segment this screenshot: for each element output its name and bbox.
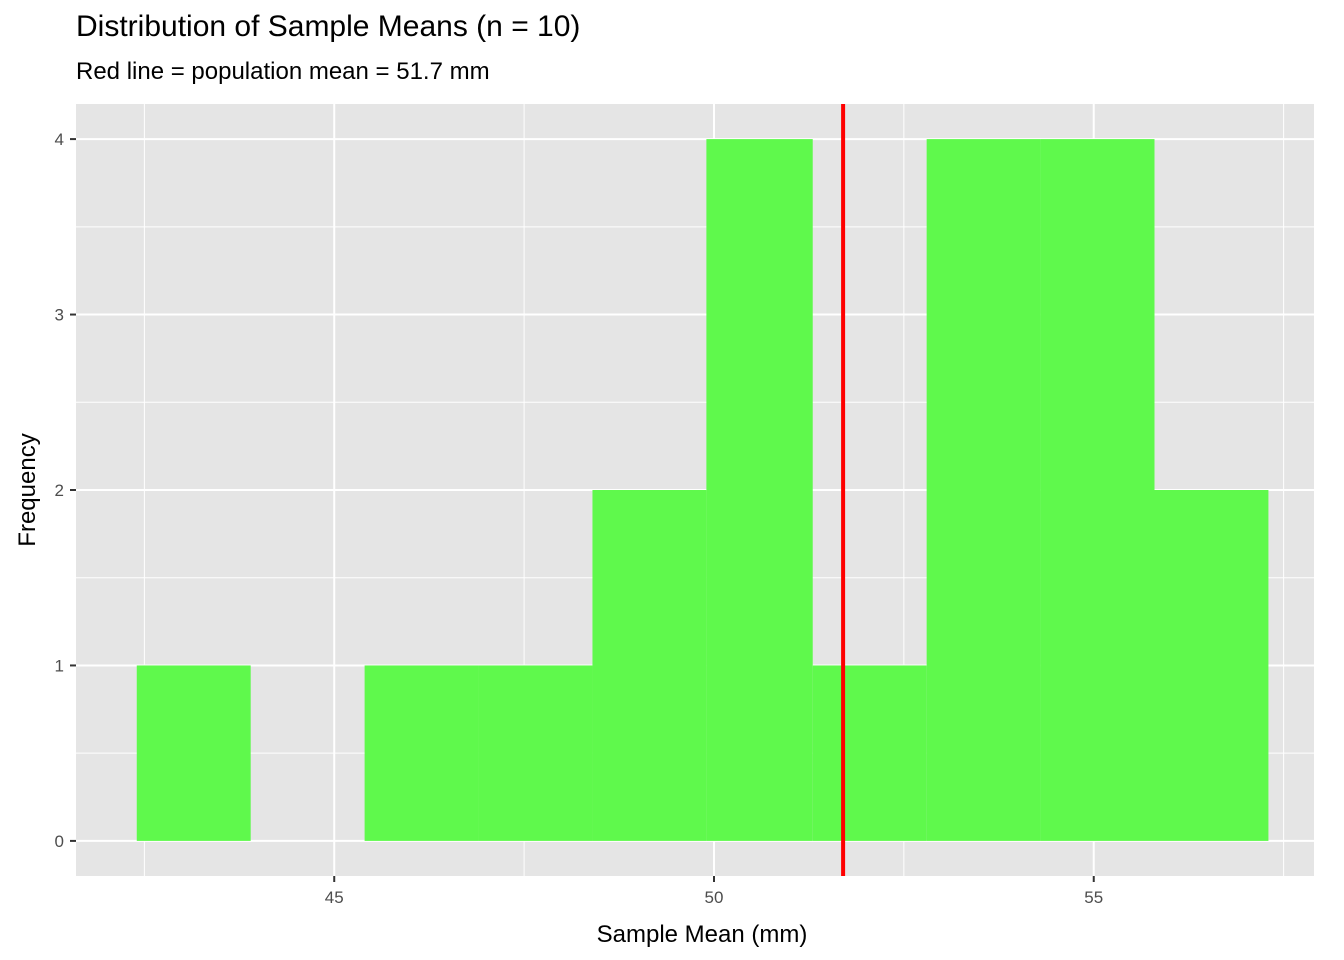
histogram-bar [364,665,479,841]
histogram-bar [1154,490,1269,841]
histogram-bar [478,665,593,841]
y-tick-label: 0 [55,832,64,851]
x-tick-label: 55 [1084,888,1103,907]
chart-title: Distribution of Sample Means (n = 10) [76,10,581,43]
axis-ticks: 45 50 55 0 1 2 3 4 [55,130,1104,907]
y-tick-label: 2 [55,481,64,500]
histogram-bar [136,665,251,841]
y-tick-label: 3 [55,306,64,325]
x-tick-label: 45 [325,888,344,907]
y-axis-label: Frequency [14,433,41,546]
histogram-bar [926,139,1041,841]
histogram-bar [592,490,707,841]
histogram-bars [136,139,1269,841]
y-tick-label: 4 [55,130,64,149]
histogram-bar [1040,139,1155,841]
x-tick-label: 50 [705,888,724,907]
histogram-bar [706,139,813,841]
histogram-bar [812,665,927,841]
x-axis-label: Sample Mean (mm) [597,921,808,948]
y-tick-label: 1 [55,656,64,675]
chart-subtitle: Red line = population mean = 51.7 mm [76,58,490,85]
